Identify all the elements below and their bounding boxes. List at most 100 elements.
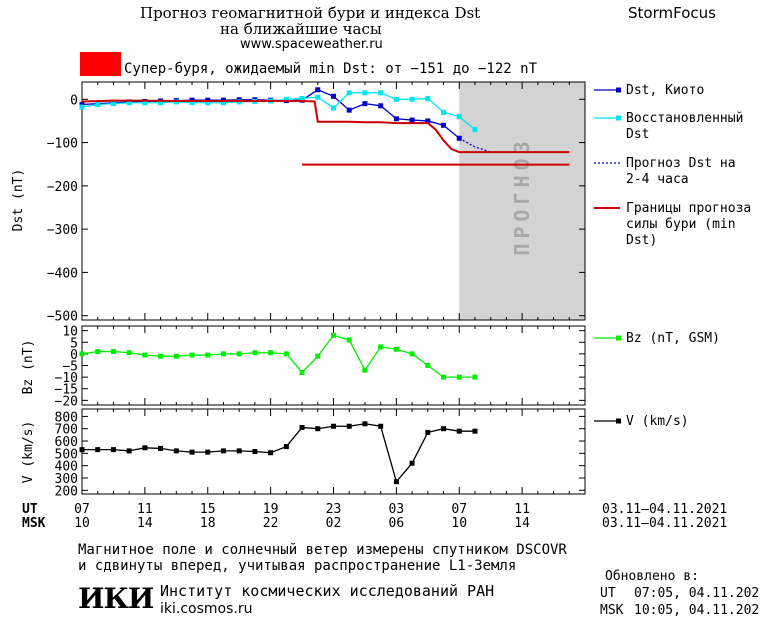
data-point <box>393 479 399 485</box>
data-point <box>393 96 399 102</box>
legend-label: Границы прогноза <box>626 201 751 216</box>
y-tick-label: 0 <box>70 93 78 108</box>
y-tick-label: −100 <box>47 137 78 152</box>
data-point <box>378 423 384 429</box>
data-point <box>236 351 242 357</box>
data-point <box>409 460 415 466</box>
updated-msk-value: 10:05, 04.11.2021 <box>634 603 760 618</box>
data-point <box>205 352 211 358</box>
data-point <box>189 352 195 358</box>
x-tick-label-ut: 11 <box>137 502 153 517</box>
data-point <box>158 445 164 451</box>
data-point <box>315 94 321 100</box>
data-point <box>299 369 305 375</box>
data-point <box>315 353 321 359</box>
data-point <box>393 346 399 352</box>
y-tick-label: 5 <box>70 336 78 351</box>
data-point <box>79 102 85 108</box>
data-point <box>268 450 274 456</box>
legend-label: силы бури (min <box>626 217 736 232</box>
data-point <box>315 87 321 93</box>
site-url: www.spaceweather.ru <box>240 37 383 52</box>
data-point <box>205 449 211 455</box>
data-point <box>95 102 101 108</box>
alert-color-swatch <box>80 52 121 76</box>
data-point <box>425 429 431 435</box>
data-point <box>126 100 132 106</box>
data-point <box>378 344 384 350</box>
data-point <box>220 351 226 357</box>
data-point <box>95 447 101 453</box>
y-tick-label: 300 <box>55 472 78 487</box>
data-point <box>362 421 368 427</box>
legend-marker <box>616 115 621 121</box>
legend-label: 2-4 часа <box>626 172 689 187</box>
legend-label: Прогноз Dst на <box>626 156 736 171</box>
panel-frame <box>81 408 586 495</box>
legend-label: Dst <box>626 127 649 142</box>
y-axis-label: V (km/s) <box>21 421 36 484</box>
updated-msk-label: MSK <box>600 603 624 618</box>
legend-label: Восстановленный <box>626 111 743 126</box>
data-point <box>472 374 478 380</box>
x-tick-label-ut: 23 <box>326 502 342 517</box>
data-point <box>110 447 116 453</box>
data-point <box>79 447 85 453</box>
data-point <box>95 349 101 355</box>
y-tick-label: −10 <box>55 371 78 386</box>
msk-axis-label: MSK <box>22 516 46 531</box>
series-line <box>81 89 460 139</box>
data-point <box>425 363 431 368</box>
data-point <box>441 374 447 380</box>
msk-date-range: 03.11–04.11.2021 <box>602 516 728 531</box>
x-tick-label-msk: 14 <box>137 516 153 531</box>
data-point <box>268 350 274 356</box>
y-tick-label: −200 <box>47 180 78 195</box>
data-point <box>441 426 447 432</box>
data-point <box>472 428 478 434</box>
data-point <box>220 100 226 106</box>
data-point <box>142 352 148 358</box>
data-point <box>110 101 116 107</box>
data-point <box>456 374 462 380</box>
legend-marker <box>616 87 621 93</box>
institute-name: Институт космических исследований РАН <box>160 582 495 600</box>
data-point <box>378 103 384 109</box>
data-point <box>158 100 164 106</box>
data-point <box>189 100 195 106</box>
data-point <box>441 122 447 128</box>
data-point <box>425 95 431 101</box>
y-tick-label: 800 <box>55 410 78 425</box>
data-point <box>79 351 85 357</box>
y-tick-label: −400 <box>47 266 78 281</box>
chart-title: Прогноз геомагнитной бури и индекса Dst <box>140 4 481 22</box>
legend-label: Dst, Киото <box>626 83 704 98</box>
data-point <box>409 117 415 123</box>
data-point <box>456 114 462 120</box>
legend-marker <box>616 418 621 424</box>
data-point <box>126 350 132 356</box>
updated-ut-value: 07:05, 04.11.2021 <box>634 586 760 601</box>
x-tick-label-msk: 10 <box>451 516 467 531</box>
data-point <box>173 353 179 359</box>
updated-ut-label: UT <box>600 586 616 601</box>
data-point <box>283 444 289 450</box>
y-tick-label: 600 <box>55 435 78 450</box>
legend-label: Dst) <box>626 233 657 248</box>
data-point <box>409 351 415 357</box>
data-point <box>189 449 195 455</box>
footer-line2: и сдвинуты вперед, учитывая распростране… <box>78 558 517 574</box>
y-tick-label: 200 <box>55 484 78 499</box>
data-point <box>283 96 289 102</box>
data-point <box>205 100 211 106</box>
x-tick-label-msk: 10 <box>74 516 90 531</box>
data-point <box>331 93 336 99</box>
legend-marker <box>616 335 621 341</box>
data-point <box>346 90 352 96</box>
y-tick-label: 700 <box>55 423 78 438</box>
data-point <box>79 104 85 110</box>
x-tick-label-ut: 11 <box>514 502 530 517</box>
institute-url[interactable]: iki.cosmos.ru <box>160 601 253 617</box>
x-tick-label-msk: 18 <box>200 516 216 531</box>
